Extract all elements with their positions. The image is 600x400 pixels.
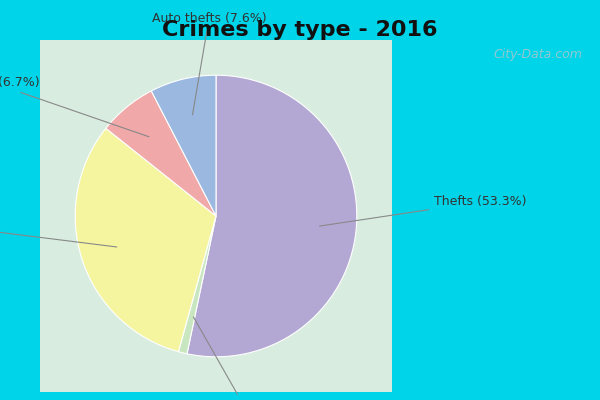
Text: Auto thefts (7.6%): Auto thefts (7.6%): [152, 12, 266, 115]
Text: Crimes by type - 2016: Crimes by type - 2016: [162, 20, 438, 40]
Text: Assaults (6.7%): Assaults (6.7%): [0, 76, 149, 137]
Wedge shape: [106, 91, 216, 216]
Text: City-Data.com: City-Data.com: [493, 48, 582, 61]
Text: Robberies (1.0%): Robberies (1.0%): [190, 317, 298, 400]
Wedge shape: [151, 75, 216, 216]
Wedge shape: [178, 216, 216, 354]
Text: Burglaries (31.4%): Burglaries (31.4%): [0, 216, 117, 247]
Text: Thefts (53.3%): Thefts (53.3%): [320, 196, 527, 226]
Wedge shape: [187, 75, 357, 357]
Wedge shape: [75, 128, 216, 352]
Bar: [0, 32, 600, 400]
